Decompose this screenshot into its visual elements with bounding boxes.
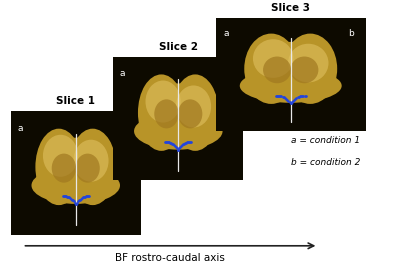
Text: b = condition 2: b = condition 2 [291, 158, 360, 167]
Ellipse shape [154, 99, 179, 128]
Ellipse shape [32, 167, 120, 204]
Ellipse shape [35, 129, 82, 205]
Ellipse shape [76, 154, 100, 183]
Bar [11, 111, 141, 235]
Text: Slice 1: Slice 1 [56, 96, 95, 107]
Ellipse shape [283, 34, 337, 104]
Ellipse shape [176, 85, 211, 128]
Ellipse shape [268, 42, 313, 91]
Ellipse shape [253, 39, 294, 78]
Ellipse shape [69, 129, 116, 205]
Text: b: b [125, 124, 131, 133]
Ellipse shape [52, 154, 76, 183]
Ellipse shape [159, 83, 198, 137]
Ellipse shape [146, 81, 181, 123]
Ellipse shape [290, 57, 318, 83]
Text: Slice 3: Slice 3 [271, 3, 310, 13]
Text: b: b [228, 69, 234, 78]
Ellipse shape [138, 74, 185, 151]
Text: Slice 2: Slice 2 [159, 42, 198, 52]
FancyBboxPatch shape [11, 111, 141, 235]
Text: a: a [17, 124, 23, 133]
Ellipse shape [263, 57, 291, 83]
Text: BF rostro-caudal axis: BF rostro-caudal axis [116, 253, 225, 263]
FancyBboxPatch shape [216, 18, 366, 131]
Ellipse shape [244, 34, 298, 104]
FancyBboxPatch shape [113, 57, 243, 180]
Ellipse shape [43, 135, 78, 177]
Ellipse shape [288, 44, 328, 83]
Bar [113, 57, 243, 180]
Ellipse shape [240, 69, 342, 103]
Text: a: a [120, 69, 125, 78]
Ellipse shape [74, 140, 108, 182]
Bar [216, 18, 366, 131]
Ellipse shape [56, 138, 95, 191]
Ellipse shape [178, 99, 202, 128]
Text: a = condition 1: a = condition 1 [291, 136, 360, 145]
Ellipse shape [134, 113, 222, 150]
Ellipse shape [172, 74, 219, 151]
Text: b: b [348, 29, 354, 38]
Text: a: a [223, 29, 229, 38]
